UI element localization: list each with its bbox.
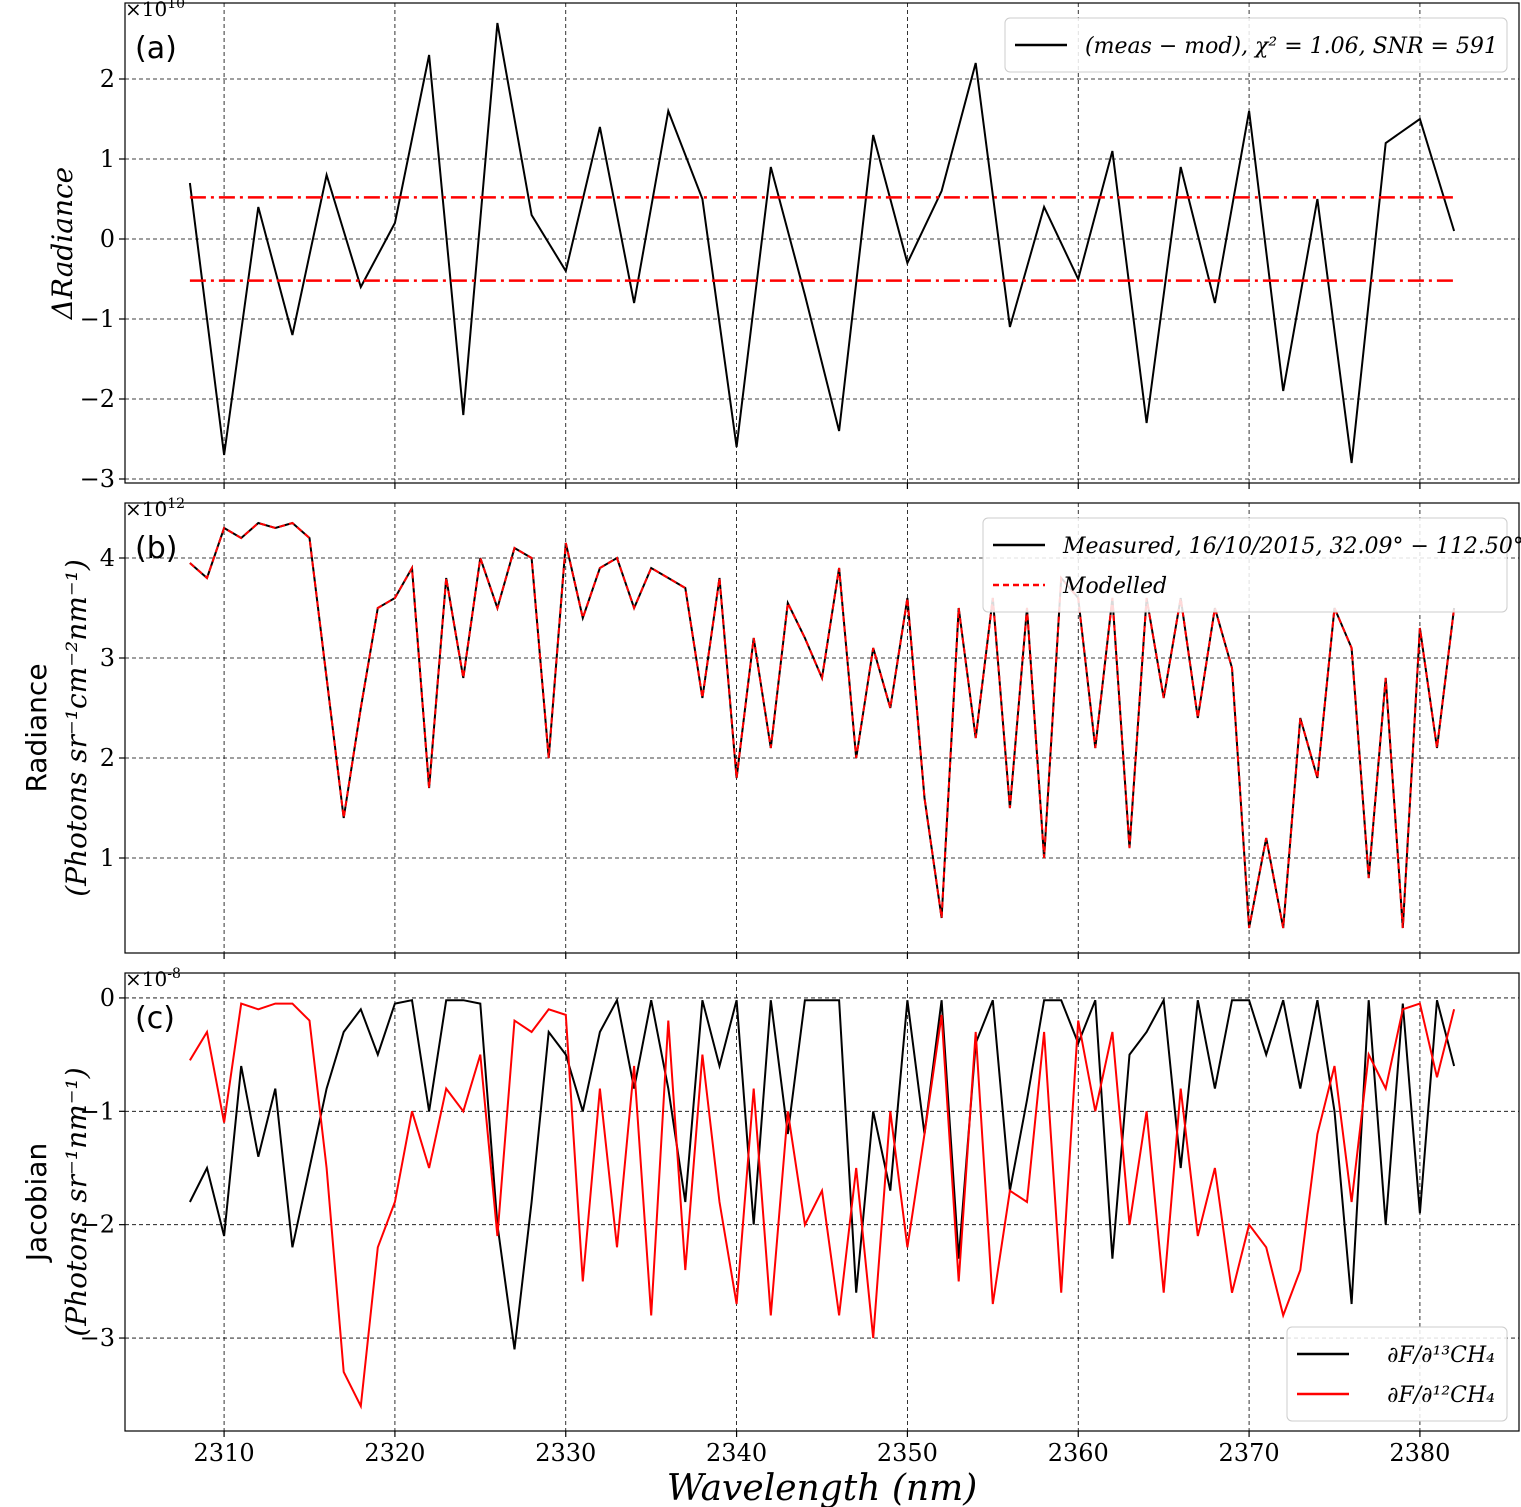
legend-label: Modelled bbox=[1062, 574, 1167, 599]
legend: Measured, 16/10/2015, 32.09° − 112.50° Mo… bbox=[982, 517, 1521, 613]
y-offset-label: ×10-8 bbox=[125, 966, 181, 991]
panel-1: −3 −2 −1 0 1 2 ×1010 (a) ΔRadiance (meas − mod), … bbox=[46, 0, 1520, 493]
x-axis-label: Wavelength (nm) bbox=[667, 1468, 978, 1507]
y-tick-label: 1 bbox=[100, 844, 115, 872]
y-offset-label: ×1010 bbox=[125, 0, 185, 21]
y-axis-label: Jacobian bbox=[20, 1143, 53, 1263]
panels: −3 −2 −1 0 1 2 ×1010 (a) ΔRadiance (meas − mod), … bbox=[20, 0, 1521, 1507]
x-tick-label: 2370 bbox=[1219, 1439, 1280, 1467]
x-tick-label: 2310 bbox=[194, 1439, 255, 1467]
axes-frame bbox=[124, 502, 1520, 954]
legend-box bbox=[1286, 1326, 1508, 1422]
legend-label: Measured, 16/10/2015, 32.09° − 112.50° bbox=[1062, 534, 1521, 559]
y-tick-label: 3 bbox=[100, 644, 115, 672]
legend-label: ∂F/∂¹²CH₄ bbox=[1387, 1383, 1495, 1408]
x-tick-label: 2320 bbox=[364, 1439, 425, 1467]
y-axis-label: ΔRadiance bbox=[46, 167, 79, 321]
series-line-2 bbox=[189, 1002, 1456, 1410]
panel-2: 1 2 3 4 ×1012 (b) Radiance (Photons sr⁻¹cm⁻²nm⁻… bbox=[20, 496, 1521, 959]
x-tick-label: 2340 bbox=[706, 1439, 767, 1467]
y-tick-label: −2 bbox=[80, 1211, 115, 1239]
axes-frame bbox=[124, 2, 1520, 484]
panel-3: −3 −2 −1 0 ×10-8 (c) Jacobian (Photons sr⁻¹nm⁻¹… bbox=[20, 966, 1520, 1507]
x-tick-label: 2350 bbox=[877, 1439, 938, 1467]
x-tick-label: 2380 bbox=[1389, 1439, 1450, 1467]
legend-label: ∂F/∂¹³CH₄ bbox=[1387, 1343, 1495, 1368]
legend-label: (meas − mod), χ² = 1.06, SNR = 591 bbox=[1085, 34, 1498, 59]
y-tick-label: 0 bbox=[100, 984, 115, 1012]
panel-label: (b) bbox=[135, 531, 177, 566]
y-tick-label: 2 bbox=[100, 744, 115, 772]
x-tick-label: 2360 bbox=[1048, 1439, 1109, 1467]
legend: (meas − mod), χ² = 1.06, SNR = 591 bbox=[1004, 17, 1508, 73]
y-tick-label: 2 bbox=[100, 65, 115, 93]
axes-frame bbox=[124, 972, 1520, 1432]
y-tick-label: −3 bbox=[80, 1324, 115, 1352]
legend-box bbox=[982, 517, 1508, 613]
y-axis-units: (Photons sr⁻¹nm⁻¹) bbox=[60, 1067, 93, 1336]
y-axis-units: (Photons sr⁻¹cm⁻²nm⁻¹) bbox=[60, 559, 93, 897]
x-tick-label: 2330 bbox=[535, 1439, 596, 1467]
legend: ∂F/∂¹³CH₄ ∂F/∂¹²CH₄ bbox=[1286, 1326, 1508, 1422]
y-tick-label: −1 bbox=[80, 1097, 115, 1125]
panel-label: (c) bbox=[135, 1001, 175, 1036]
panel-label: (a) bbox=[135, 31, 177, 66]
y-tick-label: −1 bbox=[80, 305, 115, 333]
y-tick-label: 4 bbox=[100, 544, 115, 572]
series-line-1 bbox=[189, 996, 1456, 1350]
legend-box bbox=[1004, 17, 1508, 73]
y-tick-label: 1 bbox=[100, 145, 115, 173]
series-line-2 bbox=[189, 521, 1456, 929]
y-axis-label: Radiance bbox=[20, 663, 53, 792]
y-tick-label: −3 bbox=[80, 465, 115, 493]
series-line-1 bbox=[188, 22, 1456, 464]
y-tick-label: 0 bbox=[100, 225, 115, 253]
y-tick-label: −2 bbox=[80, 385, 115, 413]
y-offset-label: ×1012 bbox=[125, 496, 185, 521]
